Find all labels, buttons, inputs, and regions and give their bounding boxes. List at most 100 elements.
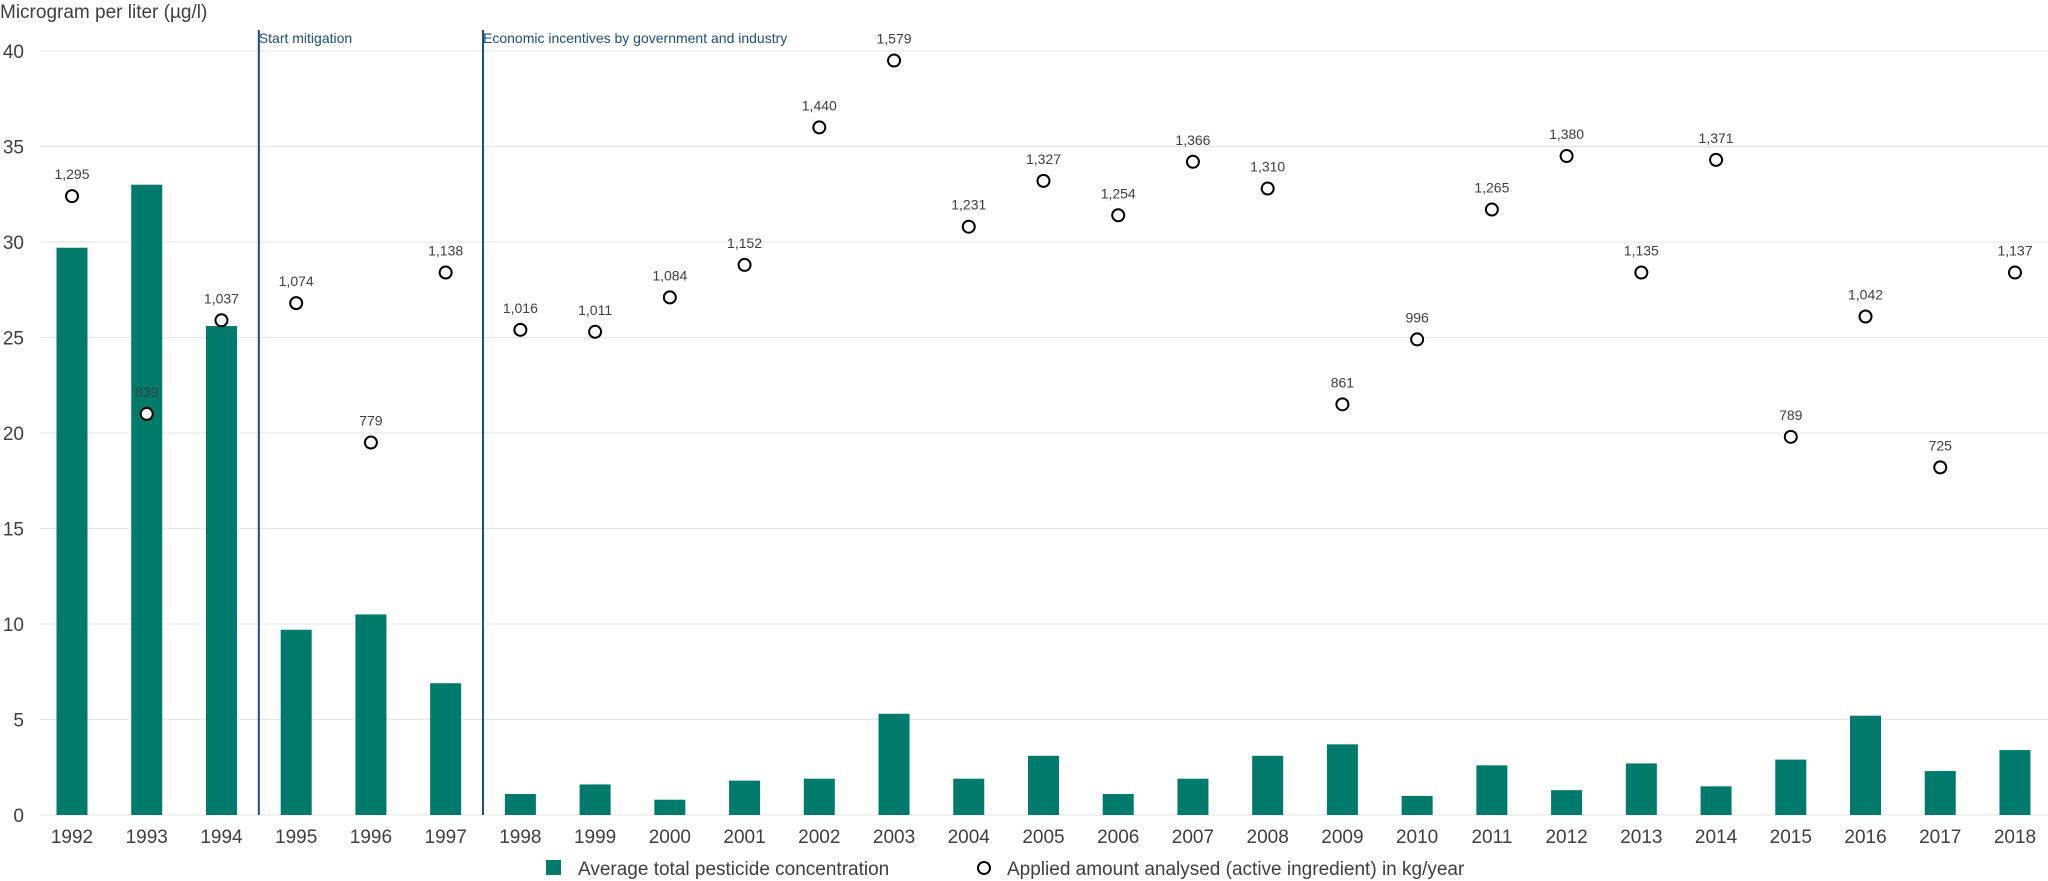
bar [803, 778, 835, 815]
x-tick-label: 1994 [200, 827, 243, 848]
y-tick-label: 5 [13, 711, 24, 732]
point-data-label: 1,084 [652, 267, 687, 283]
point-data-label: 996 [1405, 309, 1429, 325]
point-data-label: 1,371 [1699, 130, 1734, 146]
scatter-point [1559, 149, 1574, 164]
scatter-point [1410, 332, 1425, 347]
y-axis-ticks: 0 5 10 15 20 25 30 35 40 [3, 42, 24, 827]
x-tick-label: 2001 [723, 827, 765, 848]
scatter-point [1185, 154, 1200, 169]
x-tick-label: 2004 [948, 827, 991, 848]
y-tick-label: 40 [3, 42, 24, 63]
bar [1102, 793, 1134, 815]
bar [1625, 763, 1657, 815]
scatter-point [812, 120, 827, 135]
bar [1551, 790, 1583, 815]
scatter-point [1335, 397, 1350, 412]
y-tick-label: 15 [3, 520, 24, 541]
bar [1252, 755, 1284, 815]
x-tick-label: 1992 [51, 827, 93, 848]
y-axis-label: Microgram per liter (µg/l) [0, 2, 207, 23]
bar [504, 793, 536, 815]
point-data-label: 1,016 [503, 300, 538, 316]
scatter-point [214, 313, 229, 328]
point-data-label: 1,295 [54, 166, 89, 182]
x-tick-label: 2002 [798, 827, 840, 848]
x-tick-label: 2018 [1994, 827, 2036, 848]
scatter-point [1709, 152, 1724, 167]
x-tick-label: 1997 [425, 827, 467, 848]
x-tick-label: 2008 [1247, 827, 1289, 848]
point-data-label: 1,011 [578, 302, 612, 318]
bar [654, 799, 686, 815]
bar [355, 614, 387, 815]
scatter-point [961, 219, 976, 234]
point-data-label: 1,074 [279, 273, 314, 289]
x-tick-label: 1995 [275, 827, 317, 848]
x-tick-label: 2006 [1097, 827, 1139, 848]
bar [1326, 744, 1358, 815]
x-tick-label: 2013 [1620, 827, 1662, 848]
x-tick-label: 2003 [873, 827, 915, 848]
scatter-point [65, 189, 79, 204]
bar [1027, 755, 1059, 815]
annotation-label: Start mitigation [259, 30, 352, 46]
scatter-point [1634, 265, 1649, 280]
x-tick-label: 2016 [1844, 827, 1886, 848]
point-data-label: 1,152 [727, 235, 762, 251]
bar [729, 780, 761, 815]
y-tick-label: 0 [13, 806, 24, 827]
scatter-point [363, 435, 378, 450]
bar [953, 778, 985, 815]
x-tick-label: 2005 [1022, 827, 1064, 848]
x-tick-label: 2000 [649, 827, 691, 848]
x-tick-label: 2011 [1471, 827, 1512, 848]
point-data-label: 1,310 [1250, 159, 1285, 175]
x-tick-label: 1999 [574, 827, 616, 848]
legend: Average total pesticide concentration Ap… [546, 859, 1465, 880]
scatter-point [513, 322, 528, 337]
annotations: Start mitigation Economic incentives by g… [257, 30, 787, 815]
legend-bar-swatch [546, 860, 561, 875]
point-data-label: 1,265 [1474, 180, 1509, 196]
point-data-label: 1,138 [428, 243, 463, 259]
point-data-label: 1,440 [802, 97, 837, 113]
bar [1177, 778, 1209, 815]
x-tick-label: 2015 [1770, 827, 1812, 848]
bar [1775, 759, 1807, 815]
scatter-point [139, 406, 154, 421]
x-tick-label: 1998 [499, 827, 541, 848]
y-tick-label: 10 [3, 615, 24, 636]
scatter-point [1783, 429, 1798, 444]
x-tick-label: 1996 [350, 827, 392, 848]
scatter-point [662, 290, 677, 305]
x-tick-label: 2009 [1321, 827, 1363, 848]
point-data-label: 1,366 [1175, 132, 1210, 148]
x-tick-label: 2007 [1172, 827, 1214, 848]
x-tick-label: 2012 [1545, 827, 1587, 848]
point-data-label: 1,137 [1997, 243, 2032, 259]
legend-point-label: Applied amount analysed (active ingredie… [1007, 859, 1465, 880]
x-tick-label: 2017 [1919, 827, 1961, 848]
scatter-point [289, 296, 304, 311]
bar [1401, 795, 1433, 815]
point-data-label: 1,042 [1848, 286, 1883, 302]
scatter-point [737, 257, 752, 272]
y-tick-label: 30 [3, 233, 24, 254]
bar [1999, 750, 2031, 815]
bar [1924, 771, 1956, 815]
scatter-points: 1,295 839 1,037 1,074 779 1,138 1,016 1,011 1,08… [54, 31, 2033, 475]
bar [131, 184, 163, 815]
x-axis-ticks: 1992 1993 1994 1995 1996 1997 1998 1999 2000 2001… [51, 827, 2036, 848]
y-tick-label: 35 [3, 138, 24, 159]
point-data-label: 1,231 [951, 197, 986, 213]
bar [579, 784, 611, 815]
scatter-point [1260, 181, 1275, 196]
bar [430, 683, 462, 815]
point-data-label: 1,037 [204, 290, 239, 306]
x-tick-label: 2014 [1695, 827, 1738, 848]
scatter-point [1111, 208, 1126, 223]
point-data-label: 725 [1929, 437, 1953, 453]
point-data-label: 1,380 [1549, 126, 1584, 142]
